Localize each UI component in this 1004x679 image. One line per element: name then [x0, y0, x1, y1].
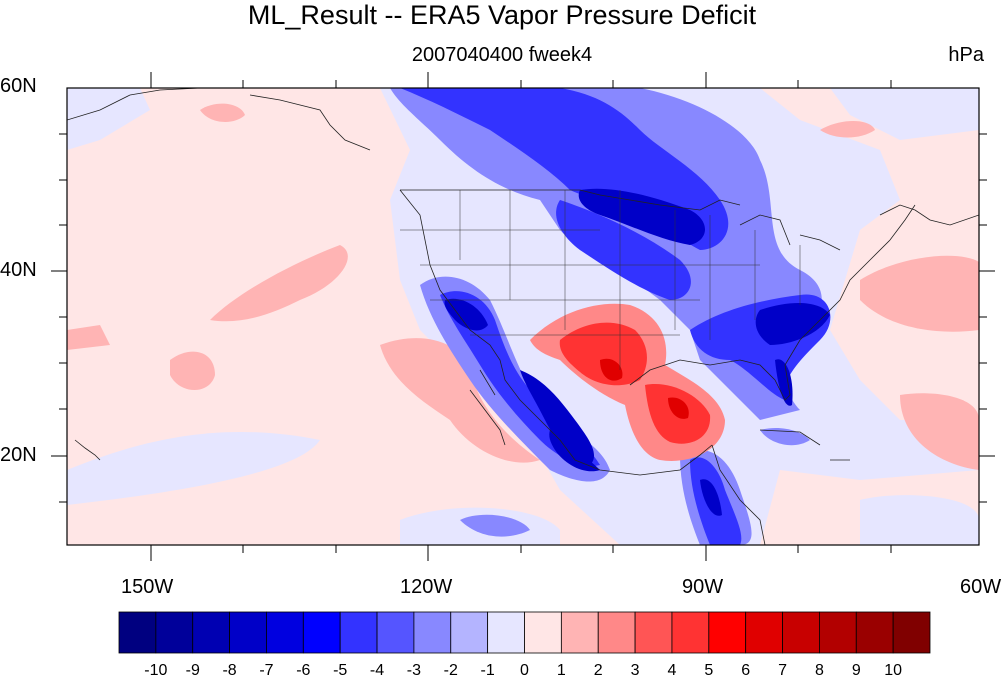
colorbar-swatch	[376, 611, 415, 654]
colorbar-swatch	[634, 611, 673, 654]
lat-label-60n: 60N	[0, 75, 37, 97]
colorbar-tick-label: -4	[370, 662, 384, 679]
colorbar-swatch	[819, 611, 857, 654]
colorbar-tick-label: 6	[741, 662, 750, 679]
colorbar-swatch	[671, 611, 710, 654]
lat-label-40n: 40N	[0, 259, 37, 281]
colorbar-swatch	[560, 611, 599, 654]
colorbar-swatch	[118, 611, 157, 654]
colorbar-tick-label: 0	[520, 662, 529, 679]
colorbar-tick-label: 9	[852, 662, 861, 679]
colorbar-swatch	[708, 611, 747, 654]
colorbar-tick-label: -8	[222, 662, 236, 679]
central-america-coast	[711, 444, 766, 545]
colorbar-tick-label: -9	[186, 662, 200, 679]
colorbar-tick-label: 4	[667, 662, 676, 679]
colorbar-swatch	[155, 611, 194, 654]
colorbar-tick-label: -1	[481, 662, 495, 679]
lon-label-150w: 150W	[121, 576, 174, 598]
colorbar-tick-label: 2	[594, 662, 603, 679]
state-borders	[400, 190, 801, 370]
colorbar-swatch	[892, 611, 931, 654]
map-subtitle: 2007040400 fweek4	[411, 44, 593, 66]
colorbar-tick-label: 3	[631, 662, 640, 679]
hawaii-islands	[74, 439, 101, 461]
colorbar-tick-label: -3	[407, 662, 421, 679]
colorbar-swatch	[266, 611, 304, 654]
alaska-coast	[67, 88, 371, 151]
colorbar-swatch	[524, 611, 562, 654]
vpd-contours	[67, 88, 979, 545]
baja-coast	[469, 369, 506, 446]
colorbar-tick-label: 10	[884, 662, 902, 679]
gulf-atlantic-coast	[629, 204, 916, 401]
colorbar-tick-label: -5	[333, 662, 347, 679]
lat-label-20n: 20N	[0, 444, 37, 466]
colorbar-tick-label: 5	[704, 662, 713, 679]
colorbar-tick-label: -10	[144, 662, 167, 679]
colorbar-swatch	[302, 611, 341, 654]
state-border-lines-ns	[459, 190, 801, 370]
us-canada-border	[400, 189, 741, 211]
state-border-lines-ew	[400, 229, 760, 336]
lon-label-90w: 90W	[682, 576, 724, 598]
colorbar-swatch	[339, 611, 378, 654]
colorbar-swatch	[192, 611, 230, 654]
colorbar-tick-label: -6	[296, 662, 310, 679]
colorbar-swatch	[413, 611, 452, 654]
colorbar-swatch	[782, 611, 820, 654]
colorbar-tick-label: 8	[815, 662, 824, 679]
contour-level-plus1	[67, 103, 979, 470]
caribbean-islands	[759, 429, 850, 461]
colorbar-tick-label: -7	[259, 662, 273, 679]
great-lakes	[739, 214, 841, 251]
map-title: ML_Result -- ERA5 Vapor Pressure Deficit	[247, 0, 757, 30]
colorbar-tick-label: -2	[444, 662, 458, 679]
colorbar-swatch	[487, 611, 525, 654]
lon-label-120w: 120W	[400, 576, 453, 598]
colorbar-swatch	[450, 611, 489, 654]
axis-ticks	[51, 72, 995, 561]
canada-maritime-coast	[879, 204, 979, 226]
colorbar-swatch	[855, 611, 894, 654]
colorbar-swatch	[597, 611, 636, 654]
units-label: hPa	[948, 44, 984, 66]
contour-level-minus8	[444, 188, 830, 516]
colorbar-swatch	[229, 611, 267, 654]
lon-label-60w: 60W	[960, 576, 1002, 598]
colorbar-tick-label: 1	[557, 662, 566, 679]
contour-level-plus7	[600, 358, 689, 419]
colorbar-labels: -10 -9 -8 -7 -6 -5 -4 -3 -2 -1 0 1 2 3 4 5 6 7 8 9 10	[144, 662, 902, 679]
colorbar	[118, 611, 931, 654]
colorbar-tick-label: 7	[778, 662, 787, 679]
colorbar-swatch	[745, 611, 783, 654]
